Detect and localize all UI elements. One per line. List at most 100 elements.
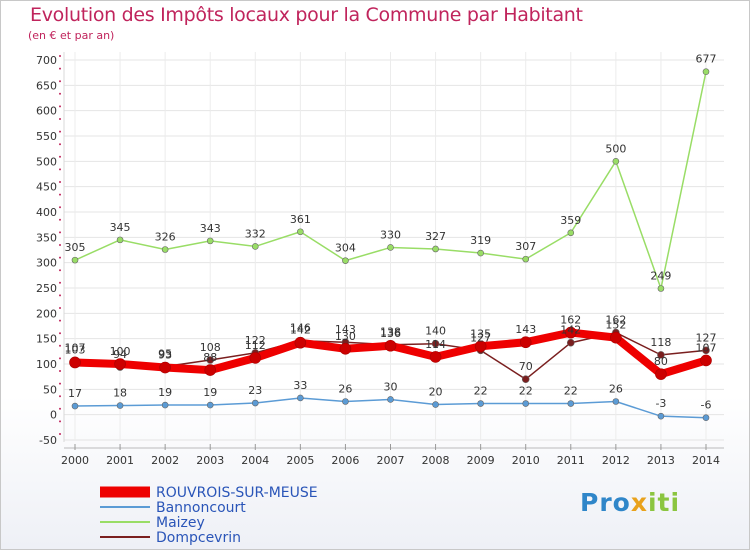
y-axis-tick-dot (59, 307, 61, 309)
y-axis-tick-dot (59, 118, 61, 120)
y-axis-tick-dot (59, 231, 61, 234)
data-point-maizey (432, 245, 439, 253)
data-label-dompcevrin: 118 (650, 336, 671, 349)
y-axis-tick-dot (59, 55, 61, 57)
data-label-rouvrois-sur-meuse: 152 (605, 319, 626, 332)
data-label-dompcevrin: 162 (605, 314, 626, 327)
y-tick-label: 300 (36, 257, 57, 270)
series-layer (69, 68, 712, 422)
y-axis-tick-dot (59, 382, 61, 385)
data-point-rouvrois-sur-meuse (655, 368, 667, 380)
y-tick-label: 600 (36, 105, 57, 118)
x-tick-label: 2001 (106, 454, 134, 467)
y-axis-tick-dot (59, 181, 61, 183)
y-axis-tick-dot (59, 269, 61, 272)
y-axis-tick-dot (59, 332, 61, 335)
data-label-dompcevrin: 143 (335, 323, 356, 336)
data-point-dompcevrin (206, 356, 215, 364)
data-label-dompcevrin: 127 (470, 331, 491, 344)
chart-title: Evolution des Impôts locaux pour la Comm… (30, 4, 583, 26)
y-axis-tick-dot (59, 433, 61, 435)
data-label-rouvrois-sur-meuse: 112 (245, 339, 266, 352)
data-point-maizey (477, 249, 484, 257)
x-tick-label: 2010 (512, 454, 540, 467)
y-axis-tick-dot (59, 218, 61, 221)
data-point-maizey (387, 244, 394, 251)
data-point-dompcevrin (702, 346, 710, 355)
data-point-dompcevrin (566, 338, 575, 347)
data-label-bannoncourt: 18 (113, 387, 127, 400)
data-point-bannoncourt (522, 400, 530, 407)
y-axis-tick-dot (59, 281, 61, 284)
data-point-maizey (206, 237, 214, 245)
data-label-maizey: 307 (515, 240, 536, 253)
y-tick-label: 250 (36, 282, 57, 295)
data-point-maizey (161, 246, 169, 253)
y-axis-tick-dot (59, 206, 61, 209)
x-tick-label: 2003 (196, 454, 224, 467)
data-point-maizey (657, 285, 665, 292)
data-label-bannoncourt: 20 (429, 386, 443, 399)
data-label-dompcevrin: 107 (65, 341, 86, 354)
x-axis: 2000 2001 2002 2003 2004 2005 2006 2007 2008 2009… (61, 444, 724, 467)
x-tick-label: 2009 (467, 454, 495, 467)
y-tick-label: 650 (36, 79, 57, 92)
y-axis-tick-dot (59, 370, 61, 372)
data-label-maizey: 326 (155, 230, 176, 243)
x-tick-label: 2008 (422, 454, 450, 467)
data-label-rouvrois-sur-meuse: 162 (560, 314, 581, 327)
y-tick-label: 150 (36, 333, 57, 346)
data-point-maizey (522, 255, 530, 263)
data-point-rouvrois-sur-meuse (474, 340, 487, 353)
data-label-maizey: 327 (425, 230, 446, 243)
y-tick-label: 50 (43, 383, 57, 396)
data-label-maizey: 249 (650, 270, 671, 283)
data-point-bannoncourt (71, 402, 79, 410)
y-axis-tick-dot (59, 395, 61, 398)
data-label-rouvrois-sur-meuse: 143 (515, 323, 536, 336)
y-axis-tick-dot (59, 155, 61, 158)
data-point-maizey (251, 243, 259, 250)
data-point-bannoncourt (657, 412, 665, 420)
legend: ROUVROIS-SUR-MEUSEBannoncourtMaizeyDompc… (100, 485, 318, 546)
y-axis-tick-dot (59, 67, 61, 70)
data-point-maizey (71, 256, 79, 264)
data-label-rouvrois-sur-meuse: 107 (696, 341, 717, 354)
y-axis-tick-dot (59, 319, 61, 322)
x-tick-label: 2002 (151, 454, 179, 467)
y-axis-tick-dot (59, 407, 61, 410)
data-label-bannoncourt: 23 (248, 384, 262, 397)
y-tick-label: 0 (50, 409, 57, 422)
data-label-maizey: 345 (110, 221, 131, 234)
y-tick-label: 700 (36, 54, 57, 67)
data-label-dompcevrin: 108 (200, 341, 221, 354)
data-label-rouvrois-sur-meuse: 136 (380, 327, 401, 340)
data-label-rouvrois-sur-meuse: 88 (203, 351, 217, 364)
data-point-maizey (342, 257, 349, 264)
data-point-bannoncourt (297, 394, 304, 402)
data-point-maizey (612, 158, 620, 165)
data-point-rouvrois-sur-meuse (429, 351, 442, 363)
data-label-dompcevrin: 70 (519, 360, 533, 373)
y-axis-tick-dot (59, 244, 61, 246)
data-point-bannoncourt (567, 400, 575, 407)
data-label-rouvrois-sur-meuse: 93 (158, 349, 172, 362)
data-label-bannoncourt: 26 (338, 382, 352, 395)
data-label-bannoncourt: 19 (158, 386, 172, 399)
data-point-maizey (297, 228, 304, 236)
data-point-bannoncourt (612, 398, 620, 405)
data-label-rouvrois-sur-meuse: 130 (335, 330, 356, 343)
data-label-rouvrois-sur-meuse: 142 (290, 324, 311, 337)
data-labels: 305 345 326 343 332 361 304 330 327 319 307 359 500 2… (65, 53, 717, 412)
data-point-rouvrois-sur-meuse (204, 364, 217, 376)
data-label-maizey: 330 (380, 228, 401, 241)
data-point-rouvrois-sur-meuse (610, 331, 622, 344)
data-label-bannoncourt: 30 (384, 380, 398, 393)
data-label-dompcevrin: 122 (245, 334, 266, 347)
y-tick-label: 550 (36, 130, 57, 143)
y-tick-label: -50 (39, 434, 57, 447)
x-tick-label: 2007 (377, 454, 405, 467)
x-tick-label: 2006 (331, 454, 359, 467)
data-label-rouvrois-sur-meuse: 80 (654, 355, 668, 368)
